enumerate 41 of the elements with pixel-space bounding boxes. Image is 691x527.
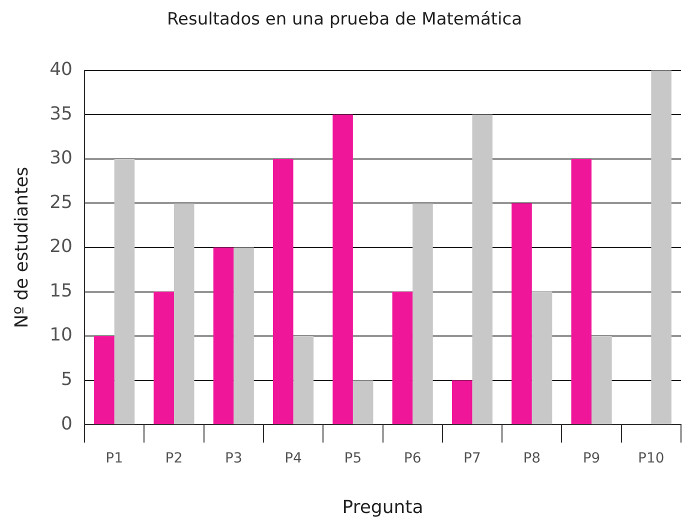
bar	[114, 158, 135, 424]
bar	[532, 292, 552, 424]
bar	[452, 380, 472, 424]
bar	[352, 380, 374, 424]
bar	[272, 158, 294, 424]
x-tick-label: P9	[582, 450, 600, 467]
bar	[94, 336, 114, 424]
bar	[472, 114, 493, 424]
x-tick-label: P1	[106, 450, 124, 467]
x-tick-label: P10	[638, 450, 664, 467]
x-tick-label: P8	[523, 450, 541, 467]
y-tick-label: 35	[50, 103, 73, 124]
bar	[512, 203, 532, 424]
x-tick-label: P3	[224, 450, 242, 467]
y-tick-label: 10	[50, 324, 73, 346]
bar	[154, 292, 174, 424]
y-tick-label: 30	[50, 148, 73, 169]
y-tick-label: 40	[50, 59, 73, 80]
y-tick-label: 0	[61, 413, 73, 434]
chart-title: Resultados en una prueba de Matemática	[166, 10, 522, 30]
bar	[332, 114, 353, 424]
x-tick-label: P7	[464, 450, 481, 467]
y-axis-title: Nº de estudiantes	[11, 166, 32, 328]
x-tick-label: P5	[344, 450, 362, 467]
bar	[412, 203, 433, 424]
x-tick-label: P6	[404, 450, 422, 467]
bar	[174, 203, 194, 424]
bar	[213, 248, 234, 424]
x-tick-label: P2	[165, 450, 183, 467]
x-tick-label: P4	[284, 450, 302, 467]
bar	[592, 336, 612, 424]
bar	[571, 158, 592, 424]
bar	[651, 70, 672, 424]
bar	[392, 292, 413, 424]
y-tick-label: 20	[50, 236, 73, 258]
y-tick-label: 15	[50, 280, 73, 302]
y-tick-label: 5	[61, 368, 73, 390]
x-axis-title: Pregunta	[342, 496, 424, 518]
bar	[293, 336, 314, 424]
bar	[234, 248, 254, 424]
y-tick-label: 25	[50, 192, 73, 213]
